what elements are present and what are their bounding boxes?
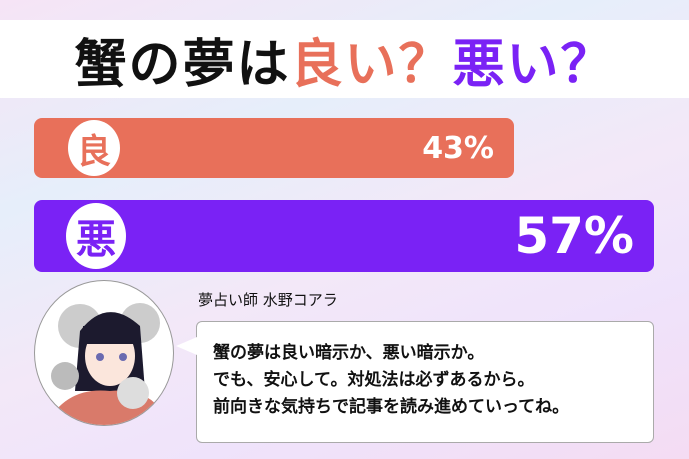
message-line: 前向きな気持ちで記事を読み進めていってね。 — [213, 397, 570, 417]
title-subject: 蟹の夢は — [74, 34, 291, 95]
advisor-avatar — [34, 280, 174, 426]
good-label-circle: 良 — [68, 120, 120, 176]
title-bad: 悪い？ — [452, 34, 615, 95]
bad-result-bar: 悪 57% — [34, 200, 654, 272]
title-good: 良い？ — [290, 34, 453, 95]
message-line: でも、安心して。対処法は必ずあるから。 — [213, 370, 535, 390]
bad-label: 悪 — [76, 217, 116, 263]
advisor-name: 夢占い師 水野コアラ — [198, 291, 338, 309]
good-percent: 43% — [422, 130, 494, 166]
message-line: 蟹の夢は良い暗示か、悪い暗示か。 — [213, 343, 485, 363]
speech-bubble: 蟹の夢は良い暗示か、悪い暗示か。 でも、安心して。対処法は必ずあるから。 前向き… — [196, 321, 654, 443]
bad-percent: 57% — [514, 207, 634, 265]
title-band: 蟹の夢は良い？悪い？ — [0, 20, 689, 98]
speech-bubble-tail — [176, 337, 197, 355]
advisor-illustration — [46, 303, 170, 425]
page-title: 蟹の夢は良い？悪い？ — [74, 22, 614, 97]
bad-label-circle: 悪 — [66, 203, 126, 269]
good-result-bar: 良 43% — [34, 118, 514, 178]
good-label: 良 — [77, 131, 111, 172]
